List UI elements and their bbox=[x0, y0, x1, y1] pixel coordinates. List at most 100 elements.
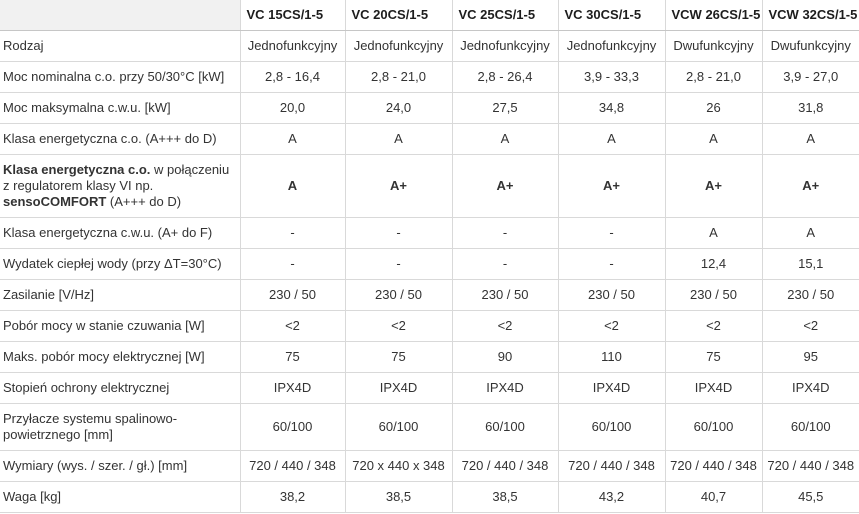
cell: 60/100 bbox=[452, 403, 559, 451]
cell: 34,8 bbox=[558, 92, 666, 124]
cell: IPX4D bbox=[665, 372, 763, 404]
cell: <2 bbox=[665, 310, 763, 342]
cell: 60/100 bbox=[345, 403, 453, 451]
table-row: Wymiary (wys. / szer. / gł.) [mm] 720 / … bbox=[0, 450, 859, 482]
cell: <2 bbox=[452, 310, 559, 342]
row-label-part: Klasa energetyczna c.o. bbox=[3, 162, 151, 177]
cell: 27,5 bbox=[452, 92, 559, 124]
row-label: Maks. pobór mocy elektrycznej [W] bbox=[0, 341, 241, 373]
cell: IPX4D bbox=[452, 372, 559, 404]
row-label: Moc maksymalna c.w.u. [kW] bbox=[0, 92, 241, 124]
cell: A bbox=[762, 217, 859, 249]
row-label: Zasilanie [V/Hz] bbox=[0, 279, 241, 311]
table-row: Klasa energetyczna c.w.u. (A+ do F) ----… bbox=[0, 217, 859, 249]
row-label: Przyłacze systemu spalinowo-powietrznego… bbox=[0, 403, 241, 451]
column-header: VC 25CS/1-5 bbox=[452, 0, 559, 31]
cell: 26 bbox=[665, 92, 763, 124]
table-row: Moc nominalna c.o. przy 50/30°C [kW] 2,8… bbox=[0, 61, 859, 93]
cell: A+ bbox=[452, 154, 559, 218]
cell: Dwufunkcyjny bbox=[762, 30, 859, 62]
cell: Dwufunkcyjny bbox=[665, 30, 763, 62]
cell: 31,8 bbox=[762, 92, 859, 124]
table-row: Stopień ochrony elektrycznej IPX4D IPX4D I… bbox=[0, 372, 859, 404]
row-label-part: (A+++ do D) bbox=[106, 194, 182, 209]
cell: 45,5 bbox=[762, 481, 859, 513]
cell: A bbox=[665, 217, 763, 249]
cell: 60/100 bbox=[240, 403, 346, 451]
cell: A+ bbox=[762, 154, 859, 218]
cell: A bbox=[665, 123, 763, 155]
cell: 12,4 bbox=[665, 248, 763, 280]
table-row: Pobór mocy w stanie czuwania [W] <2 <2 <2 <… bbox=[0, 310, 859, 342]
column-header: VC 20CS/1-5 bbox=[345, 0, 453, 31]
table-row: Rodzaj Jednofunkcyjny Jednofunkcyjny Jedno… bbox=[0, 30, 859, 62]
cell: A+ bbox=[345, 154, 453, 218]
row-label-part: w połączeniu z regulatorem klasy VI np. bbox=[3, 162, 230, 193]
row-label: Klasa energetyczna c.o. w połączeniu z r… bbox=[0, 154, 241, 218]
cell: <2 bbox=[240, 310, 346, 342]
cell: A bbox=[240, 123, 346, 155]
cell: 230 / 50 bbox=[558, 279, 666, 311]
cell: - bbox=[345, 217, 453, 249]
column-header: VC 15CS/1-5 bbox=[240, 0, 346, 31]
table-body: Rodzaj Jednofunkcyjny Jednofunkcyjny Jedno… bbox=[0, 30, 859, 513]
cell: IPX4D bbox=[345, 372, 453, 404]
cell: 230 / 50 bbox=[452, 279, 559, 311]
cell: 75 bbox=[345, 341, 453, 373]
cell: 230 / 50 bbox=[240, 279, 346, 311]
cell: - bbox=[240, 248, 346, 280]
cell: <2 bbox=[345, 310, 453, 342]
column-header: VCW 32CS/1-5 bbox=[762, 0, 859, 31]
corner-cell bbox=[0, 0, 241, 31]
cell: <2 bbox=[762, 310, 859, 342]
cell: 3,9 - 27,0 bbox=[762, 61, 859, 93]
table-row: Wydatek ciepłej wody (przy ΔT=30°C) ----… bbox=[0, 248, 859, 280]
cell: A bbox=[762, 123, 859, 155]
cell: Jednofunkcyjny bbox=[452, 30, 559, 62]
cell: A bbox=[452, 123, 559, 155]
cell: A bbox=[558, 123, 666, 155]
cell: 230 / 50 bbox=[762, 279, 859, 311]
cell: A bbox=[345, 123, 453, 155]
cell: Jednofunkcyjny bbox=[240, 30, 346, 62]
cell: <2 bbox=[558, 310, 666, 342]
row-label: Wymiary (wys. / szer. / gł.) [mm] bbox=[0, 450, 241, 482]
cell: IPX4D bbox=[762, 372, 859, 404]
table-row: Waga [kg] 38,2 38,5 38,5 43,2 40,7 45,5 bbox=[0, 481, 859, 513]
cell: - bbox=[452, 217, 559, 249]
cell: 230 / 50 bbox=[345, 279, 453, 311]
cell: A bbox=[240, 154, 346, 218]
cell: 60/100 bbox=[762, 403, 859, 451]
cell: 2,8 - 21,0 bbox=[665, 61, 763, 93]
cell: 75 bbox=[240, 341, 346, 373]
row-label: Pobór mocy w stanie czuwania [W] bbox=[0, 310, 241, 342]
cell: Jednofunkcyjny bbox=[345, 30, 453, 62]
cell: 60/100 bbox=[665, 403, 763, 451]
cell: - bbox=[558, 248, 666, 280]
cell: Jednofunkcyjny bbox=[558, 30, 666, 62]
cell: 38,5 bbox=[452, 481, 559, 513]
cell: 60/100 bbox=[558, 403, 666, 451]
table-row: Maks. pobór mocy elektrycznej [W] 75 75 90… bbox=[0, 341, 859, 373]
table-row: Moc maksymalna c.w.u. [kW] 20,0 24,0 27,5 3… bbox=[0, 92, 859, 124]
table-row: Przyłacze systemu spalinowo-powietrznego… bbox=[0, 403, 859, 451]
cell: 75 bbox=[665, 341, 763, 373]
table-row: Klasa energetyczna c.o. w połączeniu z r… bbox=[0, 154, 859, 218]
cell: A+ bbox=[665, 154, 763, 218]
cell: - bbox=[452, 248, 559, 280]
cell: 720 / 440 / 348 bbox=[240, 450, 346, 482]
cell: 3,9 - 33,3 bbox=[558, 61, 666, 93]
column-header: VC 30CS/1-5 bbox=[558, 0, 666, 31]
row-label: Klasa energetyczna c.w.u. (A+ do F) bbox=[0, 217, 241, 249]
row-label: Waga [kg] bbox=[0, 481, 241, 513]
cell: - bbox=[558, 217, 666, 249]
cell: - bbox=[345, 248, 453, 280]
row-label: Wydatek ciepłej wody (przy ΔT=30°C) bbox=[0, 248, 241, 280]
cell: - bbox=[240, 217, 346, 249]
cell: A+ bbox=[558, 154, 666, 218]
cell: IPX4D bbox=[558, 372, 666, 404]
cell: 38,2 bbox=[240, 481, 346, 513]
cell: 90 bbox=[452, 341, 559, 373]
